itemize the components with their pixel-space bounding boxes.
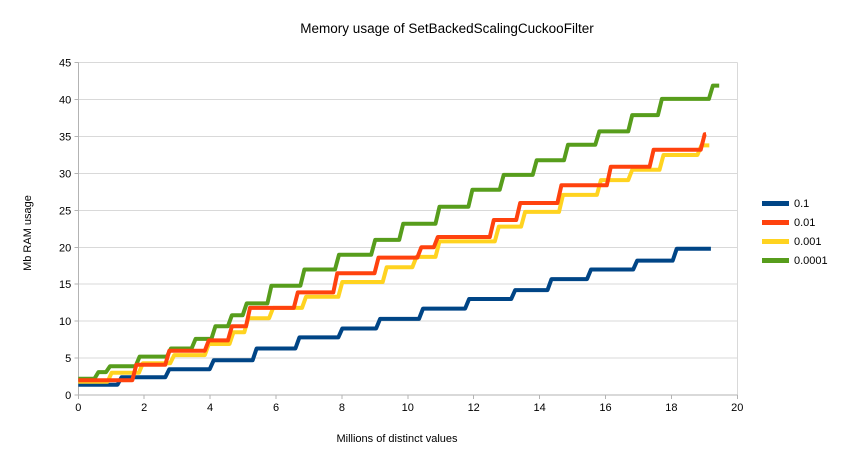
svg-text:30: 30 (59, 168, 71, 180)
legend-item: 0.0001 (762, 251, 828, 270)
legend-item: 0.1 (762, 194, 828, 213)
legend: 0.1 0.01 0.001 0.0001 (762, 194, 828, 270)
legend-item: 0.01 (762, 213, 828, 232)
legend-item: 0.001 (762, 232, 828, 251)
svg-text:0: 0 (65, 390, 71, 402)
svg-text:4: 4 (207, 402, 213, 414)
series-line-0.0001 (78, 83, 720, 381)
svg-text:10: 10 (59, 316, 71, 328)
svg-text:0: 0 (75, 402, 81, 414)
legend-label: 0.01 (794, 216, 816, 229)
svg-text:6: 6 (273, 402, 279, 414)
legend-label: 0.0001 (794, 254, 828, 267)
svg-text:12: 12 (468, 402, 480, 414)
svg-text:10: 10 (402, 402, 414, 414)
series-line-0.001 (78, 143, 710, 384)
svg-text:25: 25 (59, 205, 71, 217)
svg-text:35: 35 (59, 132, 71, 144)
legend-label: 0.001 (794, 235, 822, 248)
legend-line-swatch-icon (762, 201, 789, 206)
svg-text:40: 40 (59, 95, 71, 107)
chart-title: Memory usage of SetBackedScalingCuckooFi… (300, 21, 594, 36)
svg-text:20: 20 (59, 242, 71, 254)
svg-text:14: 14 (533, 402, 545, 414)
svg-text:16: 16 (599, 402, 611, 414)
svg-text:8: 8 (339, 402, 345, 414)
series-line-0.1 (78, 246, 711, 387)
svg-text:20: 20 (731, 402, 743, 414)
svg-text:5: 5 (65, 353, 71, 365)
svg-text:2: 2 (141, 402, 147, 414)
svg-text:15: 15 (59, 279, 71, 291)
legend-line-swatch-icon (762, 220, 789, 225)
svg-text:45: 45 (59, 58, 71, 70)
series-line-0.01 (78, 132, 707, 383)
legend-line-swatch-icon (762, 258, 789, 263)
legend-line-swatch-icon (762, 239, 789, 244)
svg-text:18: 18 (665, 402, 677, 414)
x-axis-title: Millions of distinct values (336, 433, 458, 445)
legend-label: 0.1 (794, 197, 810, 210)
